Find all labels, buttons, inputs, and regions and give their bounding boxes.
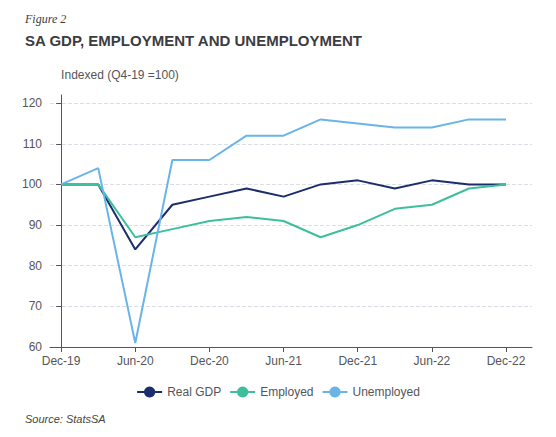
svg-text:110: 110	[23, 137, 42, 151]
svg-text:Jun-21: Jun-21	[265, 354, 302, 368]
svg-text:70: 70	[29, 299, 43, 313]
svg-text:Real GDP: Real GDP	[167, 385, 221, 399]
svg-text:Dec-20: Dec-20	[190, 354, 229, 368]
svg-text:Figure 2: Figure 2	[24, 12, 66, 26]
svg-text:Jun-20: Jun-20	[117, 354, 154, 368]
svg-text:Jun-22: Jun-22	[414, 354, 451, 368]
svg-text:80: 80	[29, 259, 43, 273]
svg-text:120: 120	[22, 96, 42, 110]
svg-text:Source: StatsSA: Source: StatsSA	[25, 413, 106, 425]
svg-text:Dec-19: Dec-19	[42, 354, 81, 368]
svg-text:60: 60	[29, 340, 43, 354]
svg-text:Dec-22: Dec-22	[487, 354, 526, 368]
svg-text:Dec-21: Dec-21	[338, 354, 377, 368]
svg-text:Employed: Employed	[260, 385, 313, 399]
svg-text:100: 100	[22, 177, 42, 191]
svg-text:Indexed (Q4-19 =100): Indexed (Q4-19 =100)	[61, 68, 179, 82]
svg-text:SA GDP, EMPLOYMENT AND UNEMPLO: SA GDP, EMPLOYMENT AND UNEMPLOYMENT	[25, 32, 362, 49]
svg-text:Unemployed: Unemployed	[353, 385, 420, 399]
svg-text:90: 90	[29, 218, 43, 232]
